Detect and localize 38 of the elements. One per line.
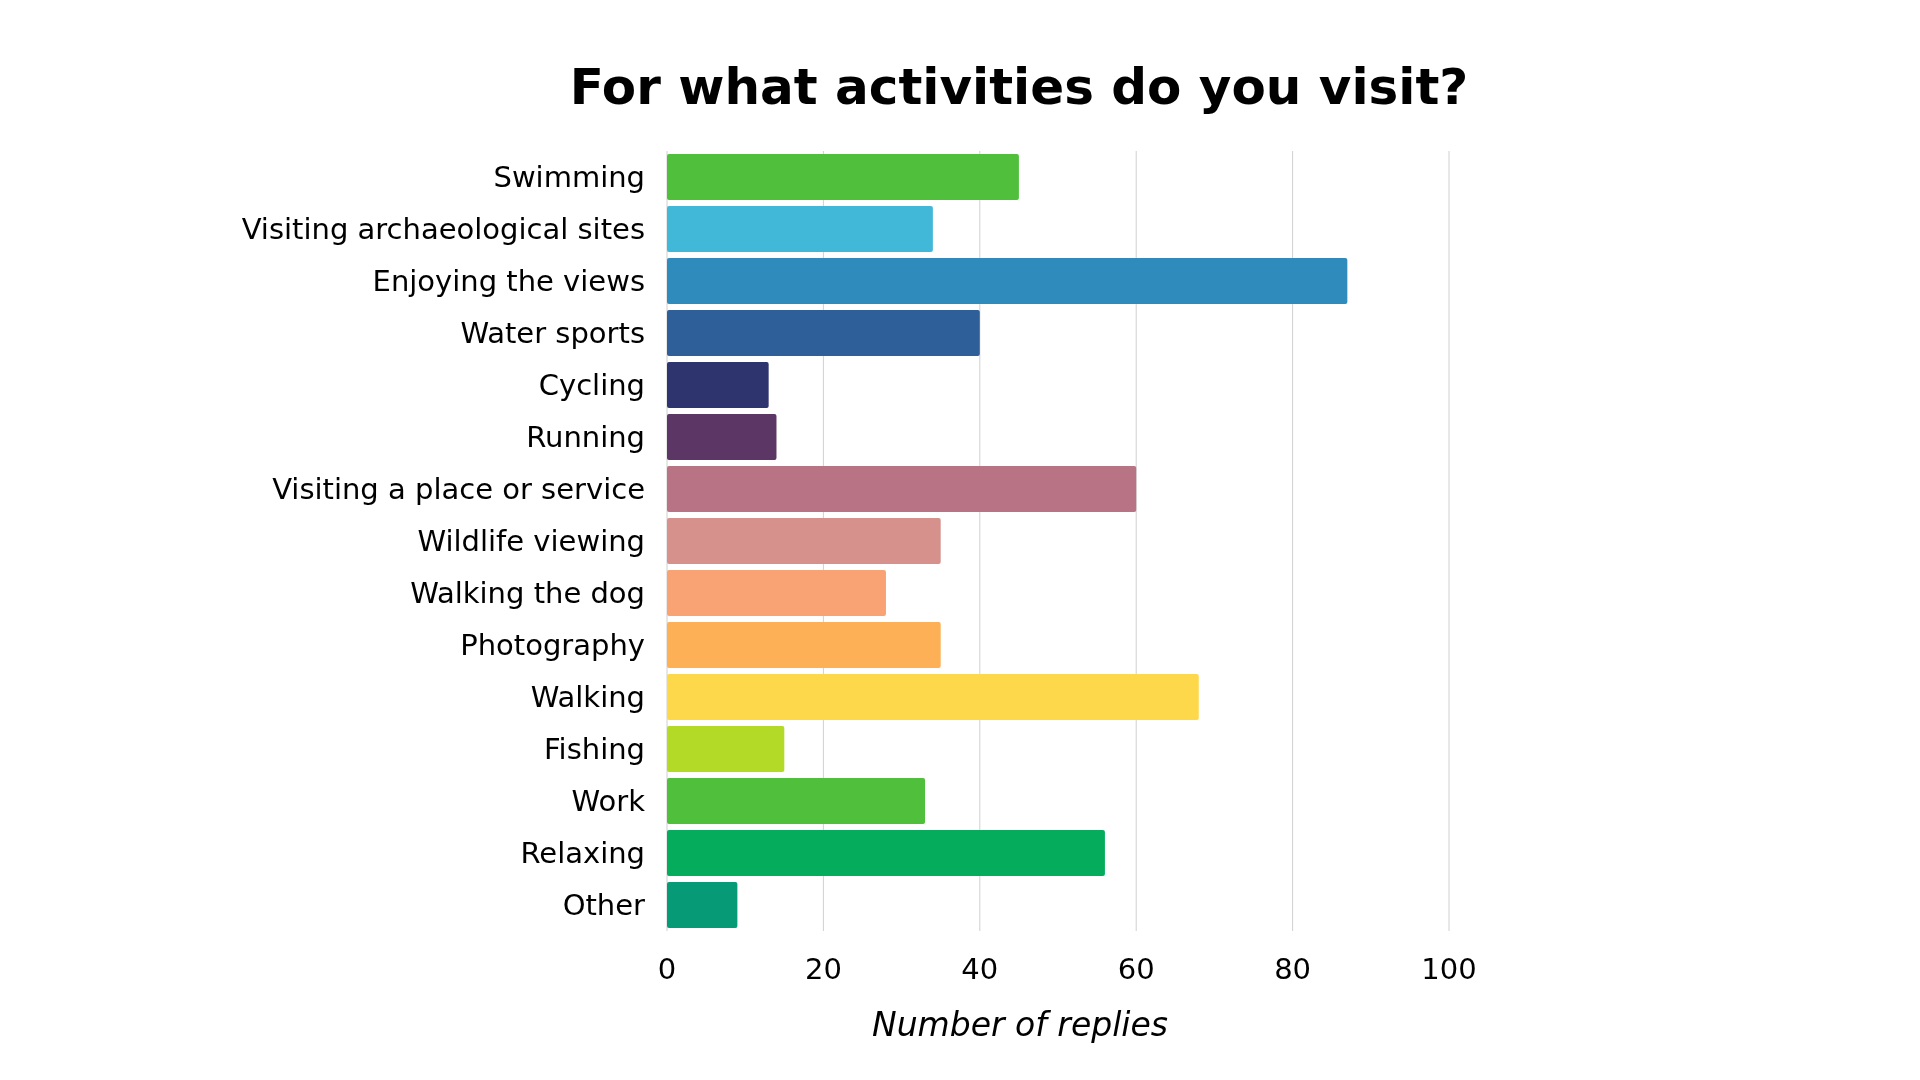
x-tick-label: 80: [1274, 952, 1312, 987]
y-tick-label: Running: [526, 420, 645, 455]
bar: [667, 154, 1019, 200]
y-tick-label: Cycling: [538, 368, 645, 403]
y-tick-label: Walking the dog: [410, 576, 645, 611]
bar: [667, 258, 1348, 304]
y-tick-label: Enjoying the views: [372, 264, 645, 299]
bar: [667, 362, 769, 408]
y-tick-label: Fishing: [544, 732, 645, 767]
y-tick-label: Relaxing: [520, 836, 645, 871]
x-axis-title: Number of replies: [871, 1005, 1169, 1044]
x-tick-label: 100: [1421, 952, 1477, 987]
bar: [667, 570, 886, 616]
bar: [667, 414, 777, 460]
y-tick-label: Work: [571, 784, 646, 819]
y-tick-label: Wildlife viewing: [417, 524, 645, 559]
y-tick-label: Visiting archaeological sites: [241, 212, 645, 247]
y-tick-label: Swimming: [493, 160, 645, 195]
bar: [667, 674, 1199, 720]
bar: [667, 466, 1137, 512]
bar: [667, 778, 926, 824]
y-tick-label: Walking: [530, 680, 645, 715]
y-tick-label: Photography: [460, 628, 645, 663]
bar: [667, 830, 1105, 876]
x-tick-label: 60: [1117, 952, 1155, 987]
y-tick-label: Water sports: [460, 316, 645, 351]
bar: [667, 622, 941, 668]
chart-title: For what activities do you visit?: [569, 58, 1469, 116]
bar: [667, 726, 785, 772]
bar: [667, 206, 933, 252]
x-tick-label: 0: [657, 952, 677, 987]
y-tick-label: Other: [562, 888, 646, 923]
bar: [667, 310, 980, 356]
x-tick-label: 20: [804, 952, 842, 987]
y-tick-label: Visiting a place or service: [272, 472, 645, 507]
bar: [667, 518, 941, 564]
bar: [667, 882, 738, 928]
x-tick-label: 40: [961, 952, 999, 987]
